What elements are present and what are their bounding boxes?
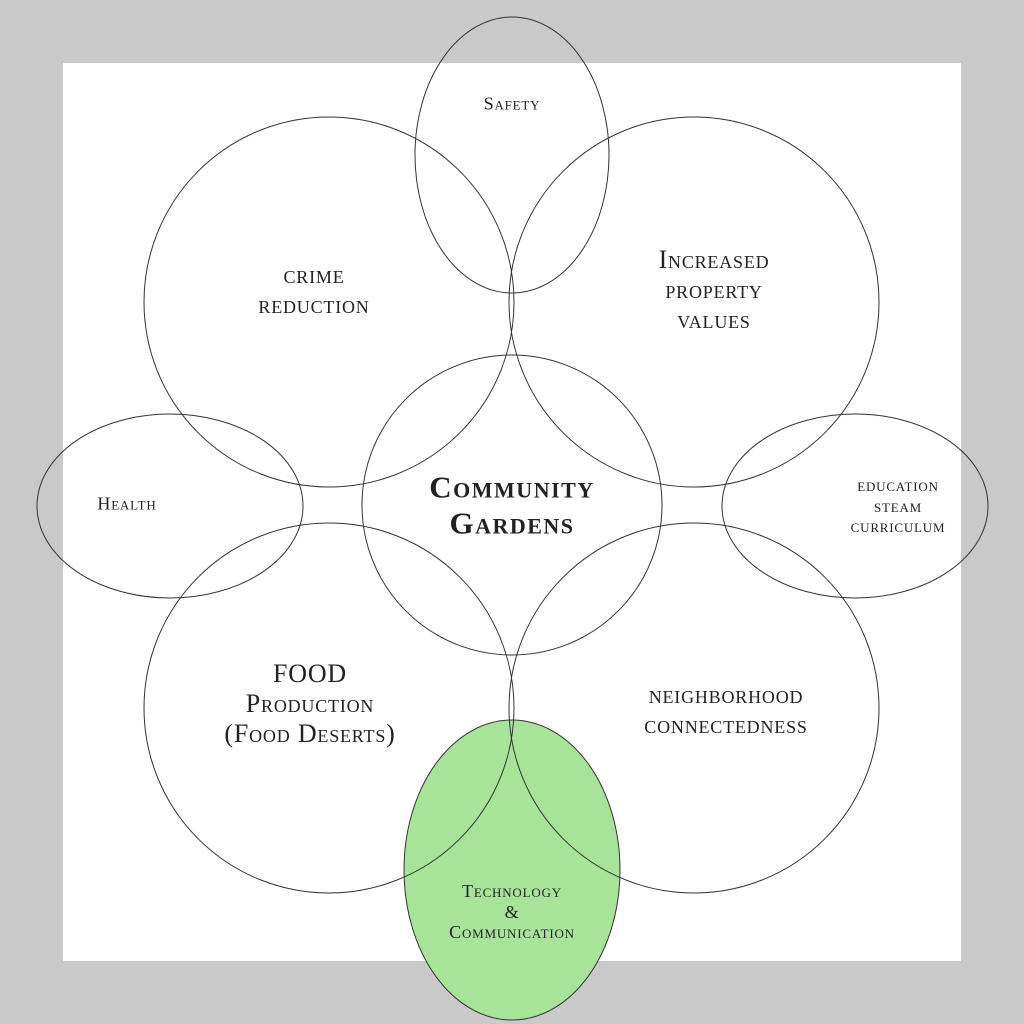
label-safety: Safety — [484, 94, 541, 115]
ellipse-fill-tech — [404, 720, 620, 1020]
label-property: Increased property values — [659, 245, 770, 335]
label-health: Health — [97, 494, 156, 515]
label-neighbor: neighborhood connectedness — [644, 680, 807, 740]
label-food: FOOD Production (Food Deserts) — [224, 659, 395, 749]
label-tech: Technology & Communication — [449, 881, 575, 943]
label-education: education steam curriculum — [851, 475, 946, 537]
ellipse-safety — [415, 17, 609, 293]
label-crime: crime reduction — [258, 260, 369, 320]
label-center: Community Gardens — [429, 469, 594, 540]
diagram-canvas: Community Gardens crime reduction Increase… — [0, 0, 1024, 1024]
ellipse-health — [37, 414, 303, 598]
